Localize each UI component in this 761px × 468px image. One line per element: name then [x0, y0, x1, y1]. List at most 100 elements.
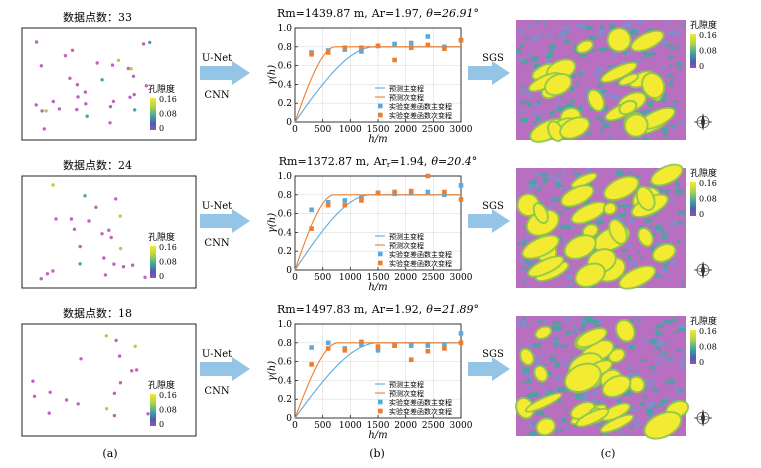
porosity-cell: [562, 186, 593, 206]
sample-point: [104, 334, 109, 338]
legend-label: 预测主变程: [389, 232, 424, 241]
porosity-cell: [563, 316, 571, 321]
porosity-cell: [676, 67, 683, 70]
porosity-cell: [556, 326, 564, 330]
porosity-cell: [649, 339, 657, 345]
porosity-cell: [601, 89, 608, 93]
porosity-cell: [628, 344, 635, 350]
porosity-cell: [524, 258, 529, 265]
points-count-label: 数据点数：18: [63, 306, 132, 320]
major-experimental-point: [425, 343, 431, 348]
porosity-cell: [595, 116, 603, 120]
porosity-cell: [542, 364, 547, 366]
sgs-label: SGS: [482, 201, 504, 212]
porosity-cell: [646, 402, 655, 408]
porosity-cell: [562, 169, 566, 174]
porosity-cell: [678, 328, 686, 332]
x-tick-label: 1000: [339, 125, 362, 135]
porosity-cell: [681, 280, 684, 286]
y-tick-label: 0: [286, 266, 292, 276]
porosity-cell: [591, 319, 599, 325]
porosity-cell: [522, 368, 530, 373]
porosity-cell: [566, 274, 573, 280]
porosity-cell: [653, 405, 660, 409]
porosity-cell: [590, 392, 597, 395]
porosity-cell: [643, 137, 650, 140]
porosity-cell: [532, 59, 538, 62]
porosity-cell: [557, 399, 562, 403]
legend-label: 实验变差函数主变程: [389, 102, 452, 111]
porosity-cell: [629, 29, 638, 35]
porosity-cell: [646, 28, 654, 32]
x-tick-label: 3000: [450, 125, 473, 135]
porosity-cell: [581, 322, 586, 328]
porosity-cell: [537, 187, 541, 192]
sample-point: [141, 42, 146, 46]
porosity-cell: [554, 177, 562, 183]
porosity-cell: [650, 246, 655, 252]
porosity-cell: [567, 283, 572, 288]
porosity-cell: [665, 73, 669, 76]
porosity-cell: [580, 319, 586, 323]
porosity-cell: [535, 366, 547, 381]
porosity-cell: [521, 349, 533, 365]
porosity-cell: [553, 388, 559, 392]
sample-point: [111, 99, 116, 104]
porosity-cell: [565, 426, 569, 430]
porosity-cell: [556, 100, 561, 106]
porosity-cell: [596, 324, 600, 329]
porosity-cell: [654, 185, 658, 188]
minor-experimental-point: [309, 226, 314, 231]
porosity-cell: [549, 122, 563, 140]
porosity-cell: [583, 225, 598, 237]
porosity-cell: [645, 168, 648, 171]
sample-point: [112, 391, 117, 395]
porosity-cell: [589, 50, 595, 52]
porosity-cell: [674, 190, 680, 193]
porosity-cell: [545, 59, 551, 63]
compass-icon: [693, 113, 713, 131]
major-experimental-point: [359, 195, 364, 200]
porosity-cell: [641, 256, 644, 260]
minor-experimental-point: [442, 189, 447, 195]
sample-point: [39, 277, 43, 281]
porosity-cell: [604, 203, 616, 214]
porosity-cell: [601, 415, 633, 432]
sample-point: [57, 107, 62, 111]
porosity-cell: [620, 101, 636, 114]
title-ar: Ar: [371, 303, 386, 316]
arrow-icon: [468, 357, 510, 381]
sample-point: [116, 58, 121, 62]
porosity-cell: [663, 350, 667, 356]
porosity-cell: [538, 319, 542, 323]
minor-experimental-point: [375, 190, 381, 196]
porosity-cell: [519, 29, 523, 34]
porosity-cell: [533, 104, 540, 108]
porosity-cell: [557, 106, 566, 112]
porosity-cell: [520, 87, 528, 91]
porosity-cell: [647, 102, 654, 107]
porosity-cell: [552, 325, 560, 331]
porosity-cell: [647, 218, 653, 222]
porosity-cell: [613, 429, 621, 432]
porosity-cell: [666, 197, 674, 202]
title-ar-value: =1.94,: [390, 155, 427, 168]
x-tick-label: 2500: [422, 125, 445, 135]
points-count-label: 数据点数：24: [63, 158, 132, 172]
porosity-cell: [621, 201, 627, 205]
porosity-cell: [601, 127, 604, 133]
porosity-cell: [627, 373, 633, 377]
porosity-cell: [559, 31, 566, 38]
y-axis-label: γ(h): [267, 213, 278, 233]
porosity-cell: [580, 108, 584, 112]
porosity-cell: [635, 424, 640, 428]
porosity-cell: [665, 43, 674, 47]
arrow-icon: [468, 209, 510, 233]
porosity-cell: [667, 379, 675, 385]
porosity-cell: [595, 66, 604, 71]
porosity-cell: [664, 358, 672, 363]
x-tick-label: 1500: [367, 421, 390, 431]
porosity-cell: [576, 24, 584, 28]
porosity-cell: [522, 372, 530, 376]
